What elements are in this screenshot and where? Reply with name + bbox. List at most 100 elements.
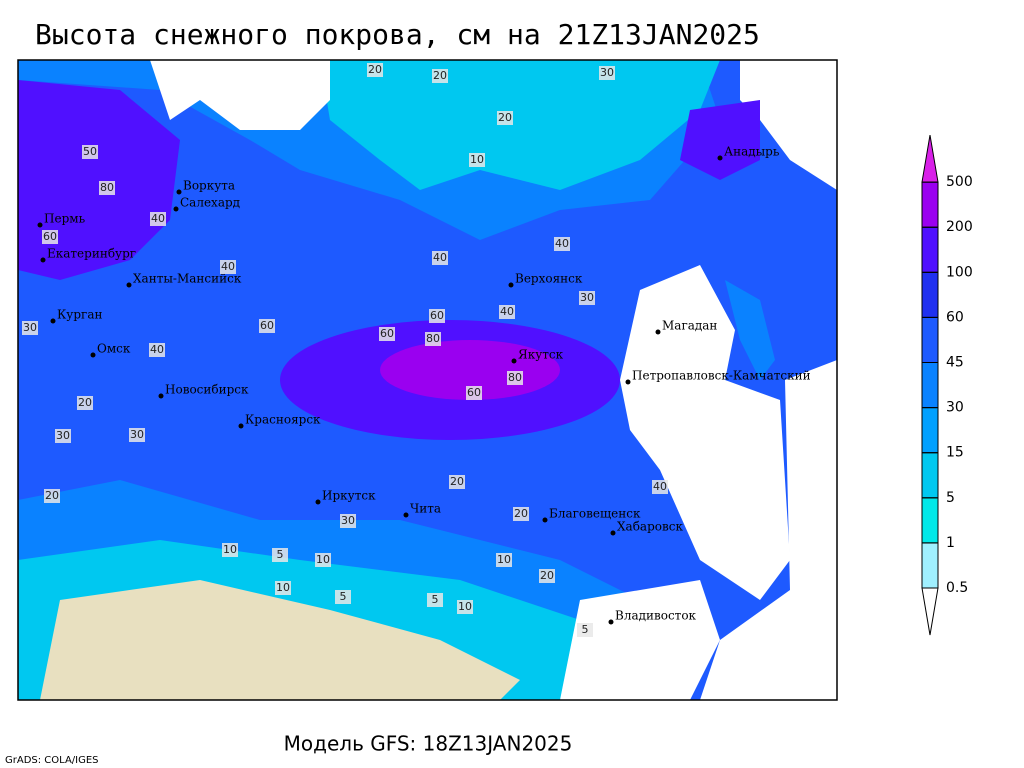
- city-dot: [508, 282, 514, 288]
- contour-label-box: [466, 386, 482, 400]
- colorbar-label: 100: [946, 264, 973, 280]
- city-label: Иркутск: [322, 489, 376, 503]
- contour-label-box: [499, 305, 515, 319]
- contour-label: 20: [498, 111, 512, 124]
- contour-label: 10: [316, 553, 330, 566]
- colorbar-segment: [921, 316, 939, 363]
- contour-label-box: [432, 251, 448, 265]
- contour-label-box: [425, 332, 441, 346]
- credit: GrADS: COLA/IGES: [5, 755, 99, 766]
- contour-label-box: [457, 600, 473, 614]
- contour-label: 80: [100, 181, 114, 194]
- contour-label-box: [513, 507, 529, 521]
- city-dot: [50, 318, 56, 324]
- contour-label-box: [427, 593, 443, 607]
- contour-label: 20: [368, 63, 382, 76]
- city-label: Анадырь: [724, 145, 780, 159]
- colorbar-segment: [921, 452, 939, 499]
- contour-label: 30: [600, 66, 614, 79]
- city-dot: [40, 257, 46, 263]
- region-bare: [40, 580, 520, 700]
- contour-label: 20: [540, 569, 554, 582]
- city-dot: [176, 189, 182, 195]
- contour-label-box: [507, 371, 523, 385]
- contour-label: 40: [150, 343, 164, 356]
- contour-label: 30: [341, 514, 355, 527]
- city-dot: [608, 619, 614, 625]
- city-dot: [315, 499, 321, 505]
- contour-label-box: [599, 66, 615, 80]
- contour-label: 50: [83, 145, 97, 158]
- kamchatka: [725, 280, 775, 380]
- city-label: Екатеринбург: [47, 247, 136, 261]
- contour-label-box: [44, 489, 60, 503]
- city-dot: [238, 423, 244, 429]
- city-dot: [90, 352, 96, 358]
- city-label: Салехард: [180, 196, 240, 210]
- contour-label-box: [315, 553, 331, 567]
- city-label: Воркута: [183, 179, 235, 193]
- map-frame: [17, 59, 838, 701]
- contour-label-box: [220, 260, 236, 274]
- city-label: Хабаровск: [617, 520, 683, 534]
- colorbar-label: 500: [946, 174, 973, 190]
- city-dot: [717, 155, 723, 161]
- contour-label: 5: [582, 623, 589, 636]
- city-label: Ханты-Мансийск: [133, 272, 242, 286]
- colorbar-label: 30: [946, 400, 964, 416]
- colorbar-label: 200: [946, 219, 973, 235]
- contour-label: 80: [426, 332, 440, 345]
- colorbar-segment: [921, 271, 939, 318]
- contour-label-box: [429, 309, 445, 323]
- contour-label-box: [55, 429, 71, 443]
- contour-label-box: [99, 181, 115, 195]
- contour-label-box: [539, 569, 555, 583]
- contour-label: 20: [433, 69, 447, 82]
- contour-label: 30: [130, 428, 144, 441]
- subtitle: Модель GFS: 18Z13JAN2025: [284, 732, 573, 756]
- contour-label: 20: [450, 475, 464, 488]
- contour-label: 5: [432, 593, 439, 606]
- colorbar-segment: [921, 181, 939, 228]
- sea-okhotsk: [620, 265, 790, 600]
- city-dot: [542, 517, 548, 523]
- city-dot: [173, 206, 179, 212]
- colorbar-label: 60: [946, 309, 964, 325]
- contour-label: 5: [277, 548, 284, 561]
- colorbar-label: 45: [946, 355, 964, 371]
- city-dot: [126, 282, 132, 288]
- colorbar-segment: [921, 542, 939, 589]
- city-label: Курган: [57, 308, 102, 322]
- colorbar-segment: [921, 587, 939, 636]
- title: Высота снежного покрова, см на 21Z13JAN2…: [35, 18, 760, 51]
- region-purple-chukotka: [680, 100, 760, 180]
- contour-label: 10: [497, 553, 511, 566]
- contour-label: 60: [467, 386, 481, 399]
- contour-label-box: [379, 327, 395, 341]
- sea-japan: [560, 580, 720, 700]
- city-dot: [655, 329, 661, 335]
- contour-label-box: [652, 480, 668, 494]
- contour-label: 5: [340, 590, 347, 603]
- contour-label-box: [259, 319, 275, 333]
- contour-label: 10: [276, 581, 290, 594]
- map-labels: Анадырь Воркута Салехард Пермь Екатеринбург Х…: [22, 63, 811, 637]
- contour-label: 80: [508, 371, 522, 384]
- contour-label: 60: [430, 309, 444, 322]
- contour-label-box: [432, 69, 448, 83]
- contour-label-box: [42, 230, 58, 244]
- contour-label: 10: [458, 600, 472, 613]
- contour-label: 40: [221, 260, 235, 273]
- contour-label-box: [149, 343, 165, 357]
- contour-label: 40: [653, 480, 667, 493]
- region-purple-west: [18, 80, 180, 280]
- colorbar-segment: [921, 135, 939, 183]
- city-dot: [403, 512, 409, 518]
- city-label: Магадан: [662, 319, 717, 333]
- contour-label-box: [150, 212, 166, 226]
- contour-label-box: [340, 514, 356, 528]
- contour-label: 20: [78, 396, 92, 409]
- city-label: Якутск: [518, 348, 564, 362]
